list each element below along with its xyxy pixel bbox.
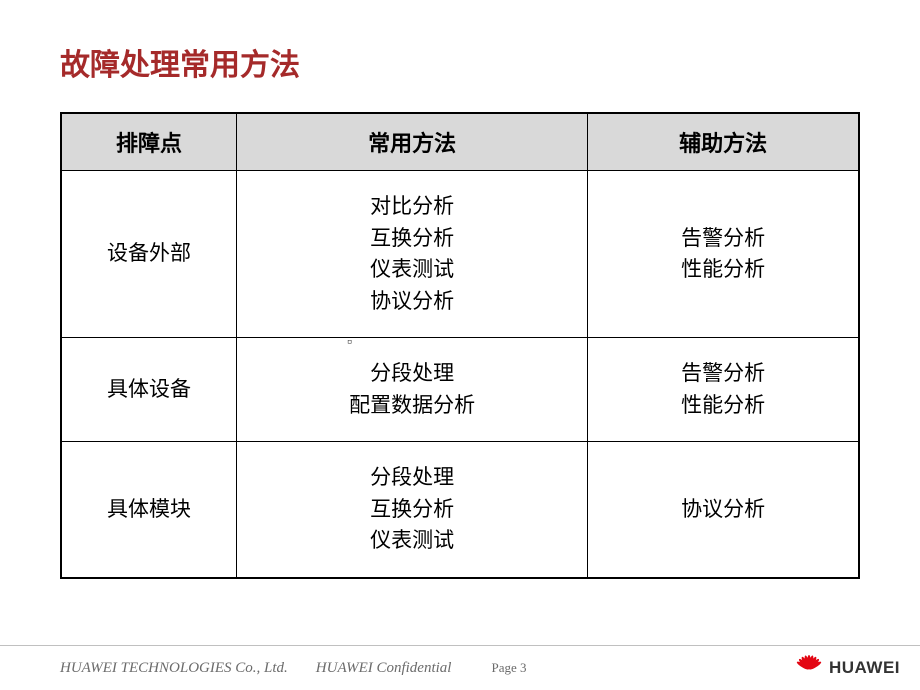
footer-confidential: HUAWEI Confidential xyxy=(316,660,452,677)
footer-company: HUAWEI TECHNOLOGIES Co., Ltd. xyxy=(60,660,288,677)
table-header-row: 排障点 常用方法 辅助方法 xyxy=(61,113,859,171)
cell-r1c2: 对比分析 互换分析 仪表测试 协议分析 xyxy=(237,171,588,338)
huawei-logo: HUAWEI xyxy=(793,653,900,683)
slide-container: 故障处理常用方法 排障点 常用方法 辅助方法 设备外部 对比分析 互换分析 仪表… xyxy=(0,0,920,690)
cell-r3c2: 分段处理 互换分析 仪表测试 xyxy=(237,442,588,578)
cell-r1c3: 告警分析 性能分析 xyxy=(588,171,859,338)
table-row: 具体模块 分段处理 互换分析 仪表测试 协议分析 xyxy=(61,442,859,578)
methods-table: 排障点 常用方法 辅助方法 设备外部 对比分析 互换分析 仪表测试 协议分析 告… xyxy=(60,112,860,579)
cell-r1c1: 设备外部 xyxy=(61,171,237,338)
cell-r3c1: 具体模块 xyxy=(61,442,237,578)
header-col-3: 辅助方法 xyxy=(588,113,859,171)
slide-footer: HUAWEI TECHNOLOGIES Co., Ltd. HUAWEI Con… xyxy=(0,645,920,690)
bullet-marker: ▫ xyxy=(347,335,352,351)
header-col-1: 排障点 xyxy=(61,113,237,171)
footer-page-number: Page 3 xyxy=(491,660,526,676)
slide-title: 故障处理常用方法 xyxy=(60,40,860,84)
cell-r2c2: 分段处理 配置数据分析 xyxy=(237,338,588,442)
huawei-logo-icon xyxy=(793,653,825,683)
cell-r2c3: 告警分析 性能分析 xyxy=(588,338,859,442)
cell-r2c1: 具体设备 xyxy=(61,338,237,442)
table-row: 设备外部 对比分析 互换分析 仪表测试 协议分析 告警分析 性能分析 xyxy=(61,171,859,338)
cell-r3c3: 协议分析 xyxy=(588,442,859,578)
header-col-2: 常用方法 xyxy=(237,113,588,171)
huawei-logo-text: HUAWEI xyxy=(829,658,900,678)
table-row: 具体设备 分段处理 配置数据分析 告警分析 性能分析 xyxy=(61,338,859,442)
